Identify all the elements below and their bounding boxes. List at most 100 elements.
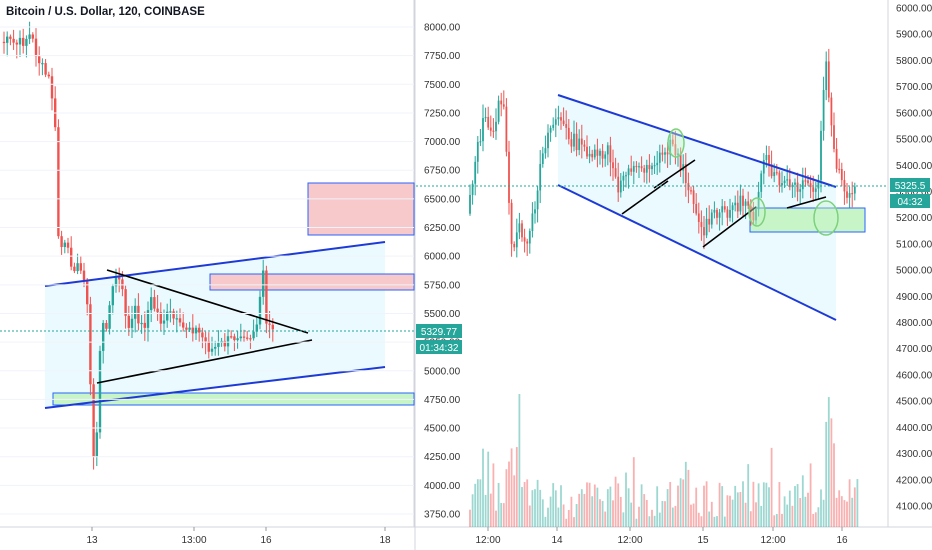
right-candle [749, 205, 752, 212]
right-trendline-4[interactable] [786, 196, 827, 209]
right-volume-bar [856, 479, 859, 527]
left-candle [102, 322, 105, 351]
right-volume-bar [604, 511, 607, 527]
right-candle [718, 212, 721, 218]
right-volume-bar [848, 479, 851, 527]
right-channel-upper[interactable] [557, 94, 837, 188]
left-candle [15, 42, 18, 45]
left-candle [82, 270, 86, 281]
right-candle [713, 209, 716, 213]
right-volume-bar [679, 478, 682, 527]
right-trendline-3[interactable] [702, 206, 757, 248]
right-volume-bar [838, 490, 841, 527]
left-supply-zone-top[interactable] [307, 182, 415, 236]
right-y-tick-label: 5800.00 [896, 56, 932, 67]
left-candle [201, 332, 204, 338]
right-volume-bar [843, 500, 846, 527]
left-candle [242, 336, 246, 338]
left-triangle-upper[interactable] [106, 269, 309, 334]
right-channel-lower[interactable] [557, 184, 837, 321]
left-candle [268, 323, 271, 325]
right-candle [716, 209, 718, 218]
right-highlight-circle-1[interactable] [667, 128, 685, 158]
left-candle [79, 263, 82, 271]
right-volume-bar [708, 511, 711, 527]
left-y-tick-label: 7250.00 [424, 108, 461, 119]
right-highlight-circle-2[interactable] [748, 197, 766, 227]
left-candle [73, 266, 76, 272]
left-channel-lower[interactable] [44, 366, 386, 409]
right-y-tick-label: 5100.00 [896, 239, 932, 250]
right-candle [648, 164, 651, 170]
right-volume-bar [656, 486, 659, 527]
right-candle [705, 218, 708, 236]
right-volume-bar [840, 496, 843, 527]
left-y-tick-label: 7000.00 [424, 137, 461, 148]
right-volume-bar [513, 475, 516, 527]
right-volume-bar [609, 486, 612, 527]
right-volume-bar [534, 489, 536, 527]
left-candle [38, 56, 41, 64]
right-candle [833, 125, 835, 149]
left-y-tick-label: 5000.00 [424, 366, 461, 377]
left-candle [207, 341, 210, 352]
right-candle [744, 201, 747, 206]
left-candle [70, 247, 73, 267]
right-volume-bar [812, 513, 815, 527]
right-candle [804, 180, 807, 182]
right-volume-bar [835, 497, 838, 527]
right-candle [799, 189, 802, 192]
right-trendline-2[interactable] [653, 159, 696, 189]
right-candle [645, 164, 648, 173]
right-candle [838, 168, 841, 171]
right-candle [853, 186, 856, 194]
right-volume-bar [510, 448, 513, 527]
right-demand-zone[interactable] [749, 207, 866, 233]
right-candle [552, 124, 555, 128]
left-candle [230, 336, 233, 338]
left-candle [108, 305, 111, 329]
right-volume-bar [744, 502, 747, 527]
left-y-tick-label: 7500.00 [424, 80, 461, 91]
right-candle [640, 166, 643, 169]
right-candle [739, 195, 742, 212]
chart-title: Bitcoin / U.S. Dollar, 120, COINBASE [6, 6, 205, 18]
left-candle [226, 336, 230, 347]
right-candle [560, 117, 562, 121]
right-volume-bar [586, 482, 588, 527]
right-volume-bar [570, 496, 573, 527]
right-volume-bar [612, 500, 614, 527]
right-candle [575, 133, 578, 151]
right-candle [487, 116, 490, 128]
right-candle [604, 154, 607, 159]
right-volume-bar [684, 461, 687, 527]
left-triangle-lower[interactable] [96, 339, 313, 384]
right-volume-bar [674, 505, 677, 527]
right-candle [786, 179, 789, 181]
right-volume-bar [547, 507, 549, 527]
right-volume-bar [544, 516, 547, 527]
left-y-tick-label: 5500.00 [424, 309, 461, 320]
right-highlight-circle-3[interactable] [813, 200, 839, 236]
right-candle [788, 179, 791, 188]
right-candle [521, 223, 523, 238]
right-volume-bar [601, 500, 604, 527]
right-candle [471, 183, 474, 195]
right-volume-bar [687, 469, 690, 527]
right-volume-bar [536, 479, 539, 527]
right-volume-bar [627, 488, 630, 527]
right-volume-bar [619, 496, 622, 527]
right-candle [731, 205, 734, 210]
left-channel-upper[interactable] [44, 241, 386, 287]
right-candle [518, 223, 521, 233]
right-candle [752, 211, 755, 221]
left-supply-zone-mid[interactable] [209, 273, 415, 291]
right-volume-bar [479, 479, 482, 527]
right-volume-bar [718, 482, 721, 527]
right-y-tick-label: 4900.00 [896, 292, 932, 303]
right-candle [658, 152, 661, 163]
left-candle [258, 296, 262, 325]
right-y-tick-label: 4300.00 [896, 449, 932, 460]
right-volume-bar [765, 482, 768, 527]
